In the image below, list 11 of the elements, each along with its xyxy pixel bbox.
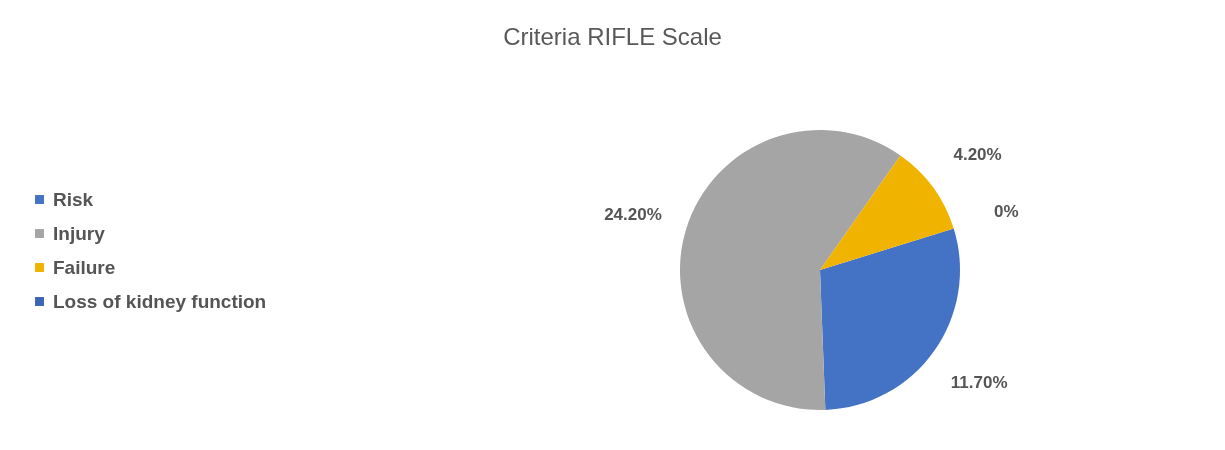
legend-label: Injury bbox=[53, 222, 106, 244]
pie-slice bbox=[680, 130, 901, 410]
legend-label: Risk bbox=[53, 188, 94, 210]
data-label: 11.70% bbox=[950, 372, 1008, 392]
legend-label: Loss of kidney function bbox=[53, 290, 267, 312]
chart-title: Criteria RIFLE Scale bbox=[503, 23, 722, 50]
pie-slice bbox=[820, 155, 954, 270]
text: 0% bbox=[993, 202, 1019, 222]
data-label: 4.20% bbox=[953, 145, 1002, 165]
legend-label: Failure bbox=[53, 256, 116, 278]
data-label: 24.20% bbox=[604, 204, 662, 224]
